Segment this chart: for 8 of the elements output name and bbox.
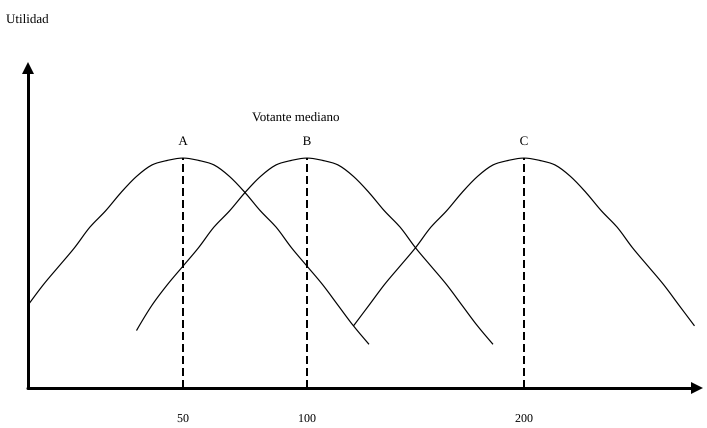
series-label: A [178,133,188,148]
text: Utilidad [6,11,50,26]
series-label: B [302,133,312,148]
series-label: C [520,133,528,148]
x-tick-label: 100 [298,411,316,425]
text: Votante mediano [252,109,340,124]
x-tick-label: 50 [177,411,189,425]
x-tick-label: 200 [515,411,533,425]
